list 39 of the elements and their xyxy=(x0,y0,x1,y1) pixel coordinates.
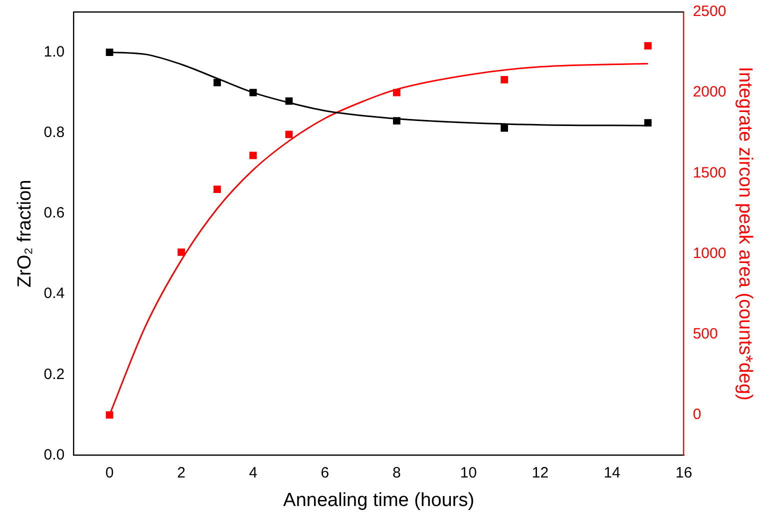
point xyxy=(178,248,186,256)
y-tick-label: 0.4 xyxy=(44,285,65,302)
x-tick-label: 8 xyxy=(392,464,401,482)
x-tick-label: 16 xyxy=(675,464,692,482)
y2-tick-label: 2500 xyxy=(692,3,726,20)
point xyxy=(500,124,508,132)
point xyxy=(393,117,400,124)
y-tick-label: 0.2 xyxy=(44,366,65,383)
y2-tick-label: 1500 xyxy=(692,164,726,182)
x-tick-label: 4 xyxy=(248,464,258,482)
point xyxy=(644,119,652,126)
point xyxy=(644,42,652,50)
y-tick-label: 0.0 xyxy=(44,446,65,464)
point xyxy=(106,411,114,419)
point xyxy=(214,186,221,193)
point xyxy=(214,78,221,86)
x-tick-label: 6 xyxy=(320,464,330,482)
y-tick-label: 1.0 xyxy=(44,43,65,60)
y2-tick-label: 1000 xyxy=(692,244,726,262)
point xyxy=(106,48,114,56)
x-tick-label: 14 xyxy=(604,464,620,482)
point xyxy=(500,76,508,84)
y2-axis-title: Integrate zircon peak area (counts*deg) xyxy=(734,66,756,400)
x-axis-title: Annealing time (hours) xyxy=(283,490,474,511)
x-tick-label: 10 xyxy=(460,464,477,482)
x-tick-label: 0 xyxy=(105,464,114,482)
point xyxy=(393,88,400,96)
y2-tick-label: 2000 xyxy=(692,84,726,101)
point xyxy=(285,130,293,138)
point xyxy=(249,152,257,160)
point xyxy=(249,88,257,96)
y-tick-label: 0.8 xyxy=(44,124,65,142)
y2-tick-label: 0 xyxy=(692,406,702,424)
y-axis-title: ZrO₂ fraction xyxy=(14,180,36,288)
x-tick-label: 2 xyxy=(177,464,186,482)
x-tick-label: 12 xyxy=(532,464,549,482)
y-tick-label: 0.6 xyxy=(44,204,65,222)
point xyxy=(285,97,293,105)
y2-tick-label: 500 xyxy=(692,325,718,342)
